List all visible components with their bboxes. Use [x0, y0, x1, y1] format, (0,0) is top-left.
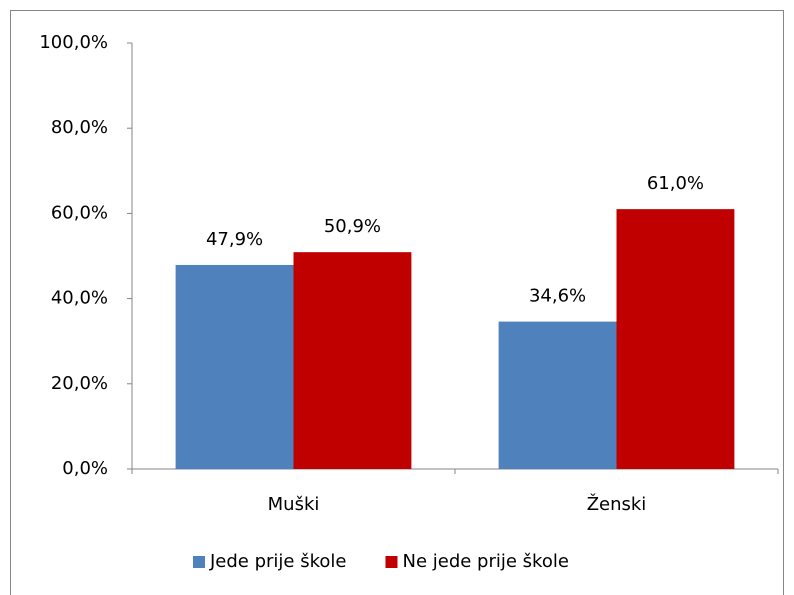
- legend-label: Ne jede prije škole: [402, 551, 568, 572]
- y-tick-label: 80,0%: [51, 117, 108, 138]
- value-label: 50,9%: [324, 216, 381, 237]
- legend-swatch: [193, 556, 205, 568]
- bar: [498, 321, 617, 469]
- y-tick-label: 60,0%: [51, 202, 108, 223]
- legend-label: Jede prije škole: [209, 551, 346, 572]
- x-tick-label: Muški: [268, 494, 320, 515]
- value-label: 61,0%: [647, 173, 704, 194]
- y-tick-label: 0,0%: [62, 458, 108, 479]
- y-tick-label: 20,0%: [51, 373, 108, 394]
- chart-border: [10, 10, 784, 595]
- value-label: 34,6%: [529, 286, 586, 307]
- bar: [616, 209, 735, 469]
- x-tick-label: Ženski: [587, 493, 647, 515]
- value-label: 47,9%: [206, 229, 263, 250]
- y-tick-label: 40,0%: [51, 288, 108, 309]
- legend-swatch: [385, 556, 398, 568]
- bar: [293, 252, 412, 469]
- bar: [175, 264, 294, 469]
- y-tick-label: 100,0%: [39, 32, 108, 53]
